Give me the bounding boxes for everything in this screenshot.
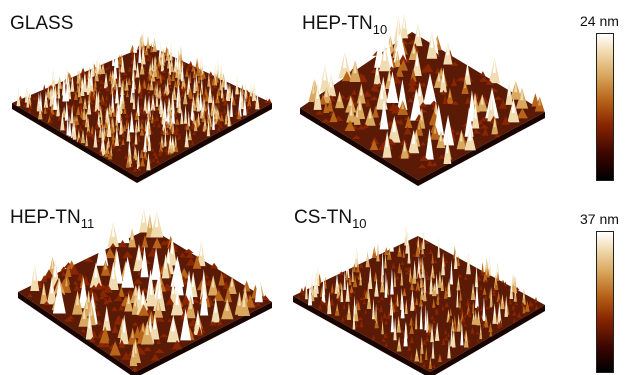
colorbar-top (596, 33, 614, 181)
scale-bar-label-top: 24 nm (580, 13, 619, 29)
panel-label-hep-tn11: HEP-TN11 (10, 207, 95, 231)
panel-label-cs-tn10: CS-TN10 (294, 207, 367, 231)
surface-hep-tn10 (300, 13, 545, 186)
surface-cs-tn10 (293, 226, 545, 375)
surface-hep-tn11 (18, 208, 272, 375)
colorbar-bottom (596, 231, 614, 373)
panel-label-hep-tn10: HEP-TN10 (302, 13, 388, 37)
panel-label-glass: GLASS (10, 13, 74, 34)
scale-bar-label-bottom: 37 nm (580, 211, 619, 227)
surface-glass (12, 28, 272, 183)
